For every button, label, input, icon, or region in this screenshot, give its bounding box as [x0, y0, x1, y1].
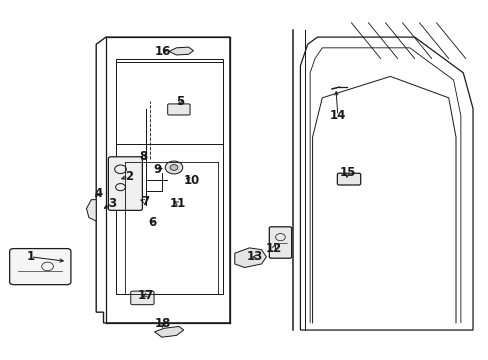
- FancyBboxPatch shape: [167, 104, 190, 115]
- Text: 10: 10: [183, 174, 200, 186]
- Text: 2: 2: [124, 170, 133, 183]
- Text: 17: 17: [138, 288, 154, 302]
- Circle shape: [165, 161, 183, 174]
- Text: 14: 14: [329, 109, 346, 122]
- Text: 3: 3: [108, 197, 116, 210]
- Text: 13: 13: [246, 250, 263, 263]
- FancyBboxPatch shape: [10, 249, 71, 285]
- Circle shape: [170, 165, 178, 170]
- Text: 16: 16: [155, 45, 171, 58]
- FancyBboxPatch shape: [337, 173, 360, 185]
- Text: 6: 6: [148, 216, 156, 229]
- Text: 15: 15: [339, 166, 355, 179]
- FancyBboxPatch shape: [130, 291, 154, 305]
- Polygon shape: [169, 47, 193, 55]
- Polygon shape: [234, 248, 266, 267]
- Text: 8: 8: [139, 150, 147, 163]
- Text: 5: 5: [176, 95, 184, 108]
- Text: 12: 12: [265, 242, 281, 255]
- FancyBboxPatch shape: [269, 227, 291, 258]
- Polygon shape: [154, 327, 183, 337]
- Text: 18: 18: [155, 318, 171, 330]
- Text: 4: 4: [94, 187, 102, 200]
- Text: 1: 1: [26, 250, 35, 263]
- Text: 9: 9: [154, 163, 162, 176]
- Text: 11: 11: [169, 197, 185, 210]
- Polygon shape: [86, 200, 96, 221]
- FancyBboxPatch shape: [108, 157, 142, 210]
- Text: 7: 7: [141, 195, 148, 208]
